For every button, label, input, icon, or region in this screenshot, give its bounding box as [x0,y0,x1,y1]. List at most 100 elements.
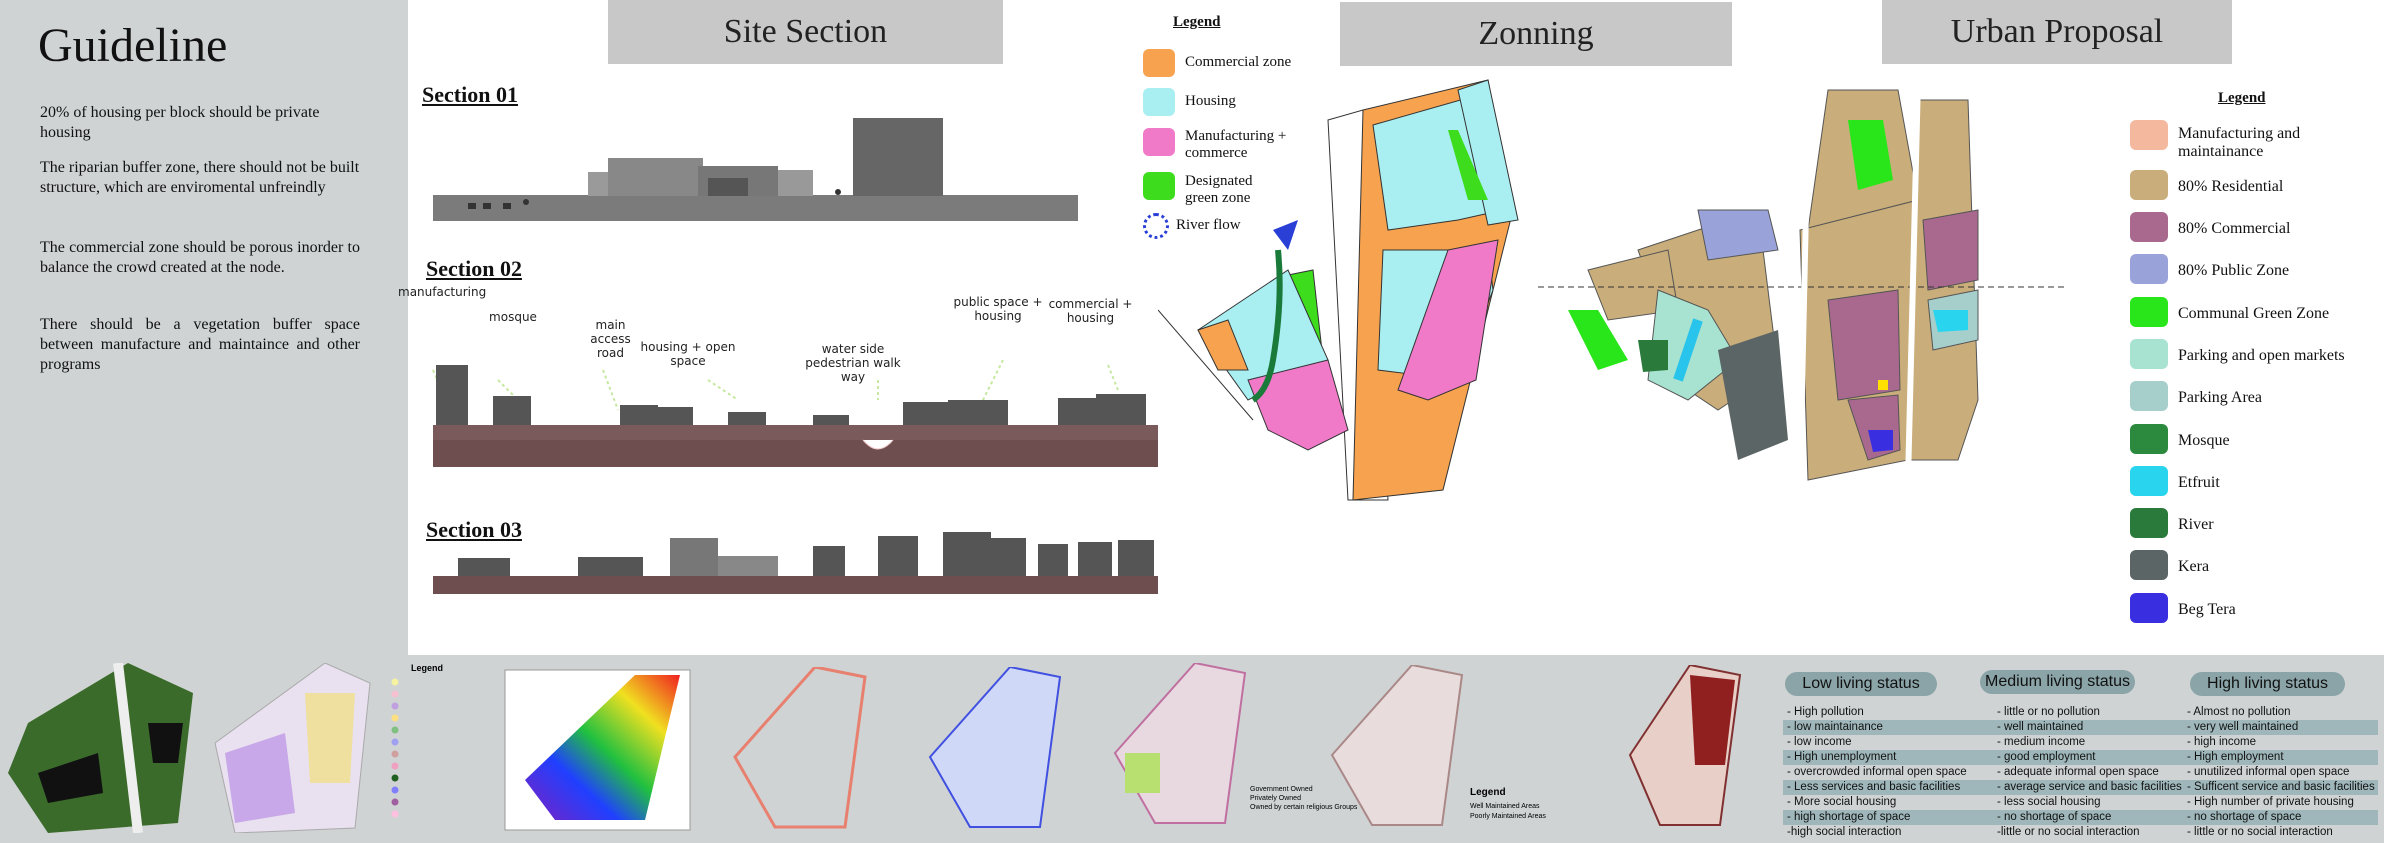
low-status-title: Low living status [1785,672,1937,696]
medium-row: - average service and basic facilities [1993,780,2183,795]
section-02-drawing [432,359,1158,467]
mini-legend-swatches [391,678,399,818]
main-board: Site Section Section 01 Section 02 manuf… [398,0,2384,655]
legend-label-communal-green: Communal Green Zone [2178,305,2330,322]
guideline-item-2: The riparian buffer zone, there should n… [40,159,360,196]
mini-legend-maint-title: Legend [1470,787,1506,798]
topography-map [504,669,691,831]
analysis-strip: Legend Government Owned Privately Owned … [0,655,2384,843]
low-row: - low income [1787,736,1852,748]
high-row: - Almost no pollution [2187,706,2291,718]
urban-proposal-title: Urban Proposal [1882,0,2232,64]
mini-legend-private: Privately Owned [1250,795,1301,802]
guideline-title: Guideline [38,19,228,72]
mini-legend-maint: Well Maintained Areas Poorly Maintained … [1470,802,1546,822]
medium-row: - little or no pollution [1997,706,2100,718]
guideline-item-1: 20% of housing per block should be priva… [40,104,320,141]
legend-label-beg-tera: Beg Tera [2178,601,2236,618]
mini-legend-list [390,677,505,827]
medium-row: -little or no social interaction [1997,826,2140,838]
site-section-title: Site Section [608,0,1003,64]
legend-label-river: River flow [1176,217,1241,233]
building-use-map [1113,663,1247,824]
medium-row: - less social housing [1997,796,2101,808]
section-01-drawing [433,118,1078,221]
legend-label-commercial: Commercial zone [1185,54,1292,70]
high-row: - very well maintained [2183,720,2378,735]
legend-swatch-housing [1143,88,1175,116]
urban-legend-title: Legend [2218,90,2266,106]
section-03-drawing [433,532,1158,594]
land-use-map [214,663,371,833]
mini-legend-govt: Government Owned [1250,786,1313,793]
annotation-mosque: mosque [489,310,537,324]
high-row: - Sufficent service and basic facilities [2183,780,2378,795]
medium-row: - well maintained [1993,720,2183,735]
high-status-title: High living status [2190,672,2345,696]
annotation-housing-open-space: housing + open space [640,340,736,368]
medium-row: - medium income [1997,736,2086,748]
urban-proposal-map [1538,80,2068,481]
high-row: - High employment [2183,750,2378,765]
medium-row: - adequate informal open space [1997,766,2159,778]
legend-swatch-residential [2130,170,2168,200]
medium-status-title: Medium living status [1980,670,2135,694]
legend-swatch-mosque [2130,424,2168,454]
legend-swatch-parking-area [2130,381,2168,411]
legend-swatch-parking-markets [2130,339,2168,369]
high-row: - little or no social interaction [2187,826,2333,838]
low-row: - low maintainance [1783,720,1993,735]
legend-swatch-commercial [2130,212,2168,242]
mini-legend-title: Legend [411,663,444,673]
legend-label-commercial-80: 80% Commercial [2178,220,2291,237]
section-03-title: Section 03 [426,517,522,542]
road-network-map [928,667,1062,828]
satellite-map [8,663,193,833]
guideline-panel: Guideline 20% of housing per block shoul… [0,0,408,655]
zoning-legend-title: Legend [1173,14,1221,30]
legend-swatch-river [1143,213,1169,239]
low-row: - high shortage of space [1783,810,1993,825]
legend-label-manufacturing: Manufacturing + commerce [1185,128,1287,161]
high-row: - High number of private housing [2187,796,2354,808]
high-row: - no shortage of space [2183,810,2378,825]
low-row: - High pollution [1787,706,1864,718]
low-row: -high social interaction [1787,826,1902,838]
mini-legend-ownership: Government Owned Privately Owned Owned b… [1250,785,1370,812]
medium-row: - no shortage of space [1993,810,2183,825]
legend-label-manufacturing-maint: Manufacturing and maintainance [2178,125,2301,160]
mini-legend-religious: Owned by certain religious Groups [1250,804,1358,811]
legend-label-river-up: River [2178,516,2214,533]
mini-legend-well: Well Maintained Areas [1470,803,1540,810]
low-row: - Less services and basic facilities [1783,780,1993,795]
legend-label-kera: Kera [2178,558,2210,575]
low-row: - High unemployment [1783,750,1993,765]
low-row: - overcrowded informal open space [1787,766,1967,778]
legend-label-residential: 80% Residential [2178,178,2284,195]
legend-label-parking-area: Parking Area [2178,389,2262,406]
legend-swatch-manufacturing-maint [2130,120,2168,150]
legend-swatch-green [1143,172,1175,200]
zoning-title: Zonning [1340,2,1732,66]
ownership-map [733,667,867,829]
legend-swatch-kera [2130,550,2168,580]
guideline-item-3: The commercial zone should be porous ino… [40,239,360,276]
section-01-title: Section 01 [422,82,518,107]
annotation-public-space-housing: public space + housing [953,295,1043,323]
maintenance-map [1330,665,1464,826]
zoning-map [1158,79,1519,501]
legend-label-mosque: Mosque [2178,432,2230,449]
low-row: - More social housing [1787,796,1897,808]
medium-row: - good employment [1993,750,2183,765]
legend-swatch-river [2130,508,2168,538]
legend-label-etfruit: Etfruit [2178,474,2220,491]
guideline-item-4: There should be a vegetation buffer spac… [40,316,360,373]
density-map [1628,665,1742,826]
legend-label-parking-markets: Parking and open markets [2178,347,2345,364]
legend-swatch-etfruit [2130,466,2168,496]
annotation-main-access-road: main access road [590,318,631,360]
legend-swatch-public [2130,254,2168,284]
high-row: - unutilized informal open space [2187,766,2350,778]
legend-label-housing: Housing [1185,93,1236,109]
section-02-title: Section 02 [426,256,522,281]
